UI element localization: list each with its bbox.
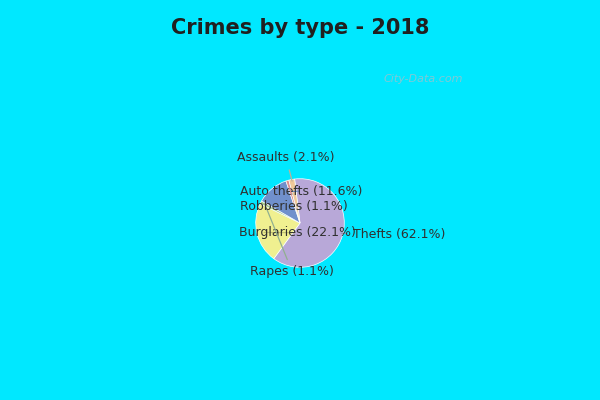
Wedge shape xyxy=(260,201,300,223)
Text: Auto thefts (11.6%): Auto thefts (11.6%) xyxy=(241,185,363,198)
Text: Robberies (1.1%): Robberies (1.1%) xyxy=(241,188,348,213)
Text: Burglaries (22.1%): Burglaries (22.1%) xyxy=(239,226,356,239)
Text: Thefts (62.1%): Thefts (62.1%) xyxy=(341,228,445,240)
Wedge shape xyxy=(286,180,300,223)
Text: Assaults (2.1%): Assaults (2.1%) xyxy=(238,152,335,181)
Text: Crimes by type - 2018: Crimes by type - 2018 xyxy=(171,18,429,38)
Wedge shape xyxy=(289,179,300,223)
Text: City-Data.com: City-Data.com xyxy=(383,74,463,84)
Text: Rapes (1.1%): Rapes (1.1%) xyxy=(250,207,334,278)
Wedge shape xyxy=(262,181,300,223)
Wedge shape xyxy=(274,179,344,267)
Wedge shape xyxy=(256,204,300,259)
